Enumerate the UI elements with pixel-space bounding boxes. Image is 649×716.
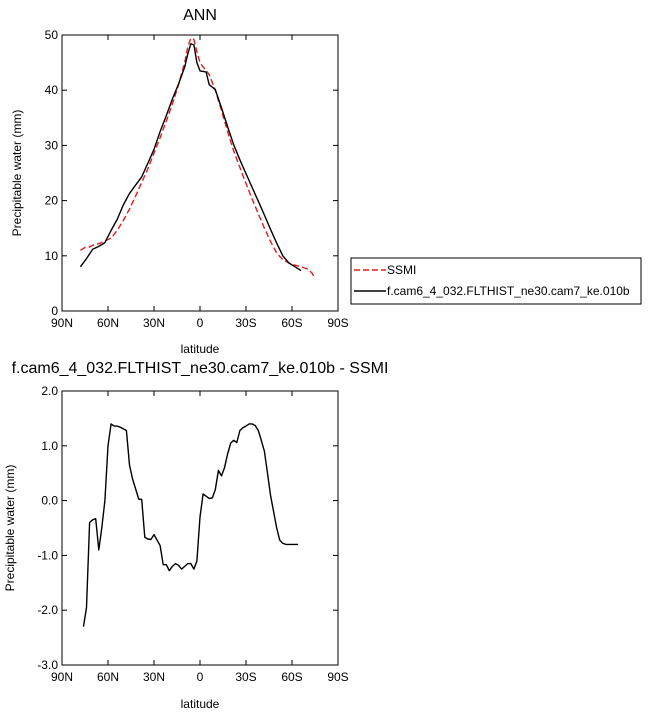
bottom-series-lines xyxy=(82,423,299,627)
bottom-x-tick-label: 0 xyxy=(197,670,204,684)
bottom-y-tick-label: 1.0 xyxy=(41,439,58,453)
top-y-axis-label: Precipitable water (mm) xyxy=(10,110,24,237)
top-x-tick-label: 90N xyxy=(51,316,73,330)
top-series-line-1 xyxy=(79,43,302,272)
bottom-y-tick-label: -3.0 xyxy=(37,658,58,672)
bottom-x-tick-label: 90S xyxy=(327,670,348,684)
top-series-lines xyxy=(79,37,316,279)
bottom-panel: f.cam6_4_032.FLTHIST_ne30.cam7_ke.010b -… xyxy=(3,360,388,711)
bottom-x-tick-label: 60S xyxy=(281,670,302,684)
legend-label-ssmi: SSMI xyxy=(387,263,416,277)
legend-box xyxy=(350,257,642,305)
top-x-tick-label: 90S xyxy=(327,316,348,330)
bottom-x-tick-label: 60N xyxy=(97,670,119,684)
top-x-axis-label: latitude xyxy=(181,342,220,356)
bottom-y-axis-label: Precipitable water (mm) xyxy=(3,465,17,592)
legend-label-model: f.cam6_4_032.FLTHIST_ne30.cam7_ke.010b xyxy=(387,284,630,298)
top-x-tick-label: 30S xyxy=(235,316,256,330)
bottom-chart-title: f.cam6_4_032.FLTHIST_ne30.cam7_ke.010b -… xyxy=(12,360,389,377)
bottom-y-tick-label: 2.0 xyxy=(41,384,58,398)
top-y-tick-label: 40 xyxy=(45,83,59,97)
top-panel: ANN 90N 60N 30N 0 30S 60S 90S 0 10 20 30 40 50 latit… xyxy=(10,7,642,356)
top-axis-ticks: 90N 60N 30N 0 30S 60S 90S 0 10 20 30 40 50 xyxy=(45,28,349,330)
top-y-tick-label: 30 xyxy=(45,138,59,152)
legend: SSMI f.cam6_4_032.FLTHIST_ne30.cam7_ke.0… xyxy=(350,257,642,305)
bottom-x-tick-label: 30N xyxy=(143,670,165,684)
top-plot-frame xyxy=(61,34,339,312)
bottom-y-tick-label: 0.0 xyxy=(41,494,58,508)
top-y-tick-label: 0 xyxy=(51,304,58,318)
bottom-y-tick-label: -1.0 xyxy=(37,548,58,562)
bottom-y-tick-label: -2.0 xyxy=(37,603,58,617)
top-x-tick-label: 30N xyxy=(143,316,165,330)
top-x-tick-label: 60N xyxy=(97,316,119,330)
top-y-tick-label: 20 xyxy=(45,194,59,208)
bottom-series-line-0 xyxy=(82,423,299,627)
top-series-line-0 xyxy=(80,37,316,279)
top-x-tick-label: 60S xyxy=(281,316,302,330)
top-y-tick-label: 10 xyxy=(45,249,59,263)
bottom-plot-frame xyxy=(61,390,339,666)
bottom-x-axis-label: latitude xyxy=(181,697,220,711)
bottom-x-tick-label: 90N xyxy=(51,670,73,684)
top-x-tick-label: 0 xyxy=(197,316,204,330)
top-chart-title: ANN xyxy=(183,7,217,24)
bottom-x-tick-label: 30S xyxy=(235,670,256,684)
top-y-tick-label: 50 xyxy=(45,28,59,42)
bottom-axis-ticks: 90N 60N 30N 0 30S 60S 90S 2.0 1.0 0.0 -1.0 -2.0 -3.0 xyxy=(37,384,348,684)
